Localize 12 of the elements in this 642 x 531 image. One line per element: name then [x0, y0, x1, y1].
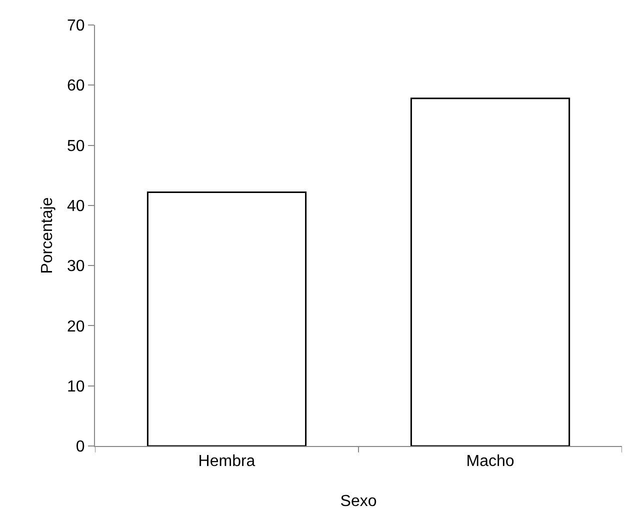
- y-axis-title: Porcentaje: [38, 197, 56, 274]
- y-tick-label: 0: [76, 438, 85, 456]
- y-tick-label: 60: [67, 78, 85, 95]
- y-tick-label: 50: [67, 138, 85, 155]
- x-tick-label: Macho: [466, 453, 514, 470]
- y-tick-label: 20: [67, 318, 85, 336]
- y-tick-label: 40: [67, 198, 85, 216]
- y-tick-label: 10: [67, 378, 85, 396]
- y-tick-label: 30: [67, 258, 85, 276]
- x-tick-label: Hembra: [198, 453, 256, 470]
- y-tick-label: 70: [67, 18, 85, 35]
- x-axis-title: Sexo: [340, 492, 377, 510]
